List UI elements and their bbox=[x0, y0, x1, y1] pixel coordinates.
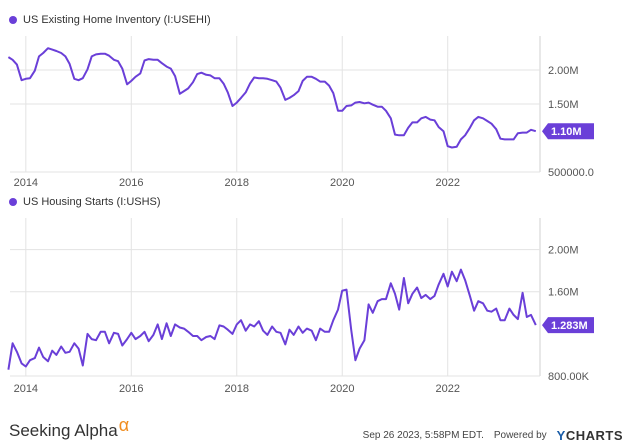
legend-label-starts: US Housing Starts (I:USHS) bbox=[23, 196, 161, 208]
inventory-x-tick-label: 2014 bbox=[14, 177, 38, 189]
starts-y-tick-label: 1.60M bbox=[548, 287, 579, 299]
series-dot-icon bbox=[9, 16, 17, 24]
legend-bottom: US Housing Starts (I:USHS) bbox=[9, 196, 161, 208]
alpha-icon: α bbox=[118, 415, 130, 435]
starts-x-tick-label: 2016 bbox=[119, 383, 143, 395]
footer-credits: Sep 26 2023, 5:58PM EDT. Powered by YCHA… bbox=[363, 428, 623, 443]
series-dot-icon bbox=[9, 198, 17, 206]
legend-label-inventory: US Existing Home Inventory (I:USEHI) bbox=[23, 14, 211, 26]
starts-x-tick-label: 2022 bbox=[435, 383, 459, 395]
seeking-alpha-logo: Seeking Alphaα bbox=[9, 415, 129, 441]
powered-by-label: Powered by bbox=[493, 430, 547, 441]
inventory-x-tick-label: 2020 bbox=[330, 177, 354, 189]
timestamp: Sep 26 2023, 5:58PM EDT. bbox=[362, 430, 484, 441]
inventory-series-line bbox=[7, 47, 537, 149]
starts-y-tick-label: 2.00M bbox=[548, 245, 579, 257]
ycharts-logo[interactable]: YCHARTS bbox=[556, 428, 623, 443]
starts-series-line bbox=[7, 268, 537, 370]
inventory-last-value-label: 1.10M bbox=[551, 126, 582, 138]
inventory-y-tick-label: 2.00M bbox=[548, 65, 579, 77]
inventory-x-tick-label: 2022 bbox=[435, 177, 459, 189]
legend-top: US Existing Home Inventory (I:USEHI) bbox=[9, 14, 211, 26]
inventory-y-tick-label: 500000.0 bbox=[548, 167, 594, 179]
starts-y-tick-label: 800.00K bbox=[548, 371, 590, 383]
starts-x-tick-label: 2018 bbox=[225, 383, 249, 395]
brand-name: Seeking Alpha bbox=[9, 421, 118, 440]
starts-x-tick-label: 2014 bbox=[14, 383, 38, 395]
inventory-y-tick-label: 1.50M bbox=[548, 99, 579, 111]
inventory-x-tick-label: 2018 bbox=[225, 177, 249, 189]
starts-x-tick-label: 2020 bbox=[330, 383, 354, 395]
starts-last-value-label: 1.283M bbox=[551, 320, 588, 332]
starts-last-value-tag bbox=[542, 317, 594, 334]
inventory-last-value-tag bbox=[542, 123, 594, 140]
inventory-x-tick-label: 2016 bbox=[119, 177, 143, 189]
